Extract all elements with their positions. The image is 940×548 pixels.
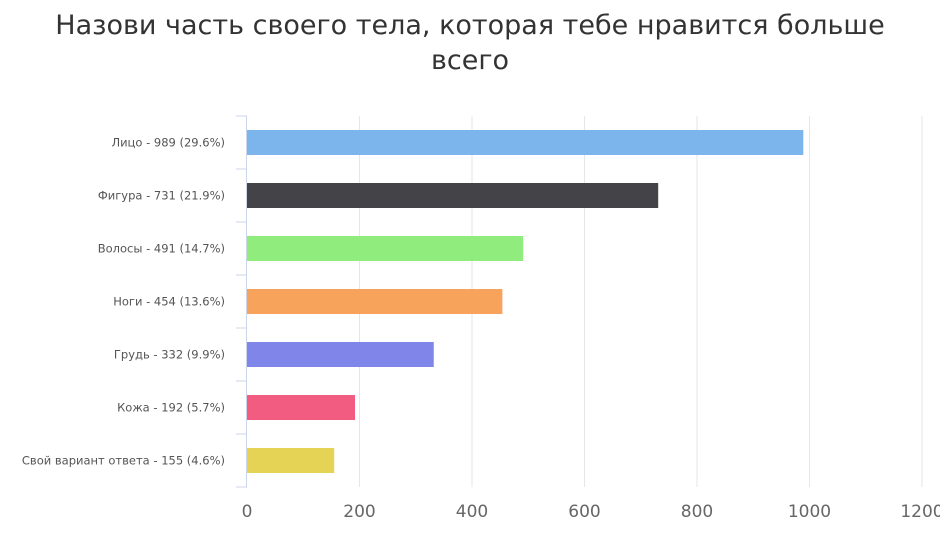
bar	[247, 342, 434, 367]
tick-label: 200	[343, 502, 375, 522]
tick-label: 800	[681, 502, 713, 522]
category-label: Свой вариант ответа - 155 (4.6%)	[22, 454, 225, 468]
category-label: Волосы - 491 (14.7%)	[98, 242, 225, 256]
bar	[247, 183, 659, 208]
value-axis-ticks: 0 200 400 600 800 1000 1200	[242, 502, 940, 522]
tick-label: 1000	[788, 502, 831, 522]
tick-label: 0	[242, 502, 253, 522]
bar	[247, 395, 355, 420]
tick-label: 400	[456, 502, 488, 522]
bar	[247, 130, 804, 155]
category-label: Лицо - 989 (29.6%)	[111, 136, 225, 150]
tick-label: 600	[568, 502, 600, 522]
category-labels: Лицо - 989 (29.6%) Фигура - 731 (21.9%) Во…	[22, 136, 225, 468]
bar	[247, 289, 503, 314]
tick-label: 1200	[900, 502, 940, 522]
category-label: Кожа - 192 (5.7%)	[117, 401, 225, 415]
chart-title: Назови часть своего тела, которая тебе н…	[55, 10, 885, 76]
category-label: Ноги - 454 (13.6%)	[113, 295, 225, 309]
category-label: Грудь - 332 (9.9%)	[114, 348, 225, 362]
bars	[247, 130, 804, 473]
category-axis	[236, 115, 247, 488]
category-label: Фигура - 731 (21.9%)	[98, 189, 225, 203]
bar	[247, 236, 524, 261]
bar	[247, 448, 335, 473]
